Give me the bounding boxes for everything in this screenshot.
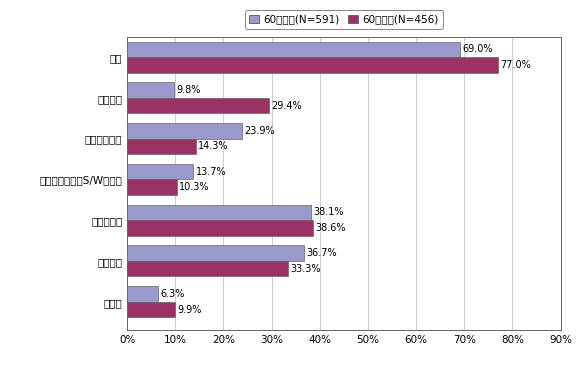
Text: 36.7%: 36.7% [306, 248, 337, 258]
Text: 38.1%: 38.1% [313, 207, 343, 218]
Bar [127, 302, 175, 317]
Text: 13.7%: 13.7% [195, 167, 226, 177]
Text: 33.3%: 33.3% [290, 264, 320, 274]
Bar [127, 139, 196, 154]
Legend: 60歳以上(N=591), 60歳未満(N=456): 60歳以上(N=591), 60歳未満(N=456) [244, 10, 443, 29]
Text: 6.3%: 6.3% [160, 289, 184, 299]
Text: 38.6%: 38.6% [316, 223, 346, 233]
Bar [127, 246, 304, 261]
Bar [127, 220, 313, 236]
Bar [127, 123, 242, 139]
Text: 10.3%: 10.3% [179, 182, 210, 192]
Bar [127, 98, 269, 113]
Bar [127, 164, 193, 179]
Text: 77.0%: 77.0% [501, 60, 531, 70]
Bar [127, 82, 175, 98]
Bar [127, 286, 157, 302]
Text: 29.4%: 29.4% [271, 101, 302, 110]
Text: 14.3%: 14.3% [198, 141, 229, 152]
Bar [127, 41, 460, 57]
Text: 23.9%: 23.9% [244, 126, 275, 136]
Bar [127, 57, 498, 73]
Bar [127, 205, 311, 220]
Text: 9.9%: 9.9% [177, 305, 202, 315]
Bar [127, 179, 177, 195]
Text: 69.0%: 69.0% [462, 44, 492, 54]
Text: 9.8%: 9.8% [177, 85, 201, 95]
Bar [127, 261, 287, 276]
